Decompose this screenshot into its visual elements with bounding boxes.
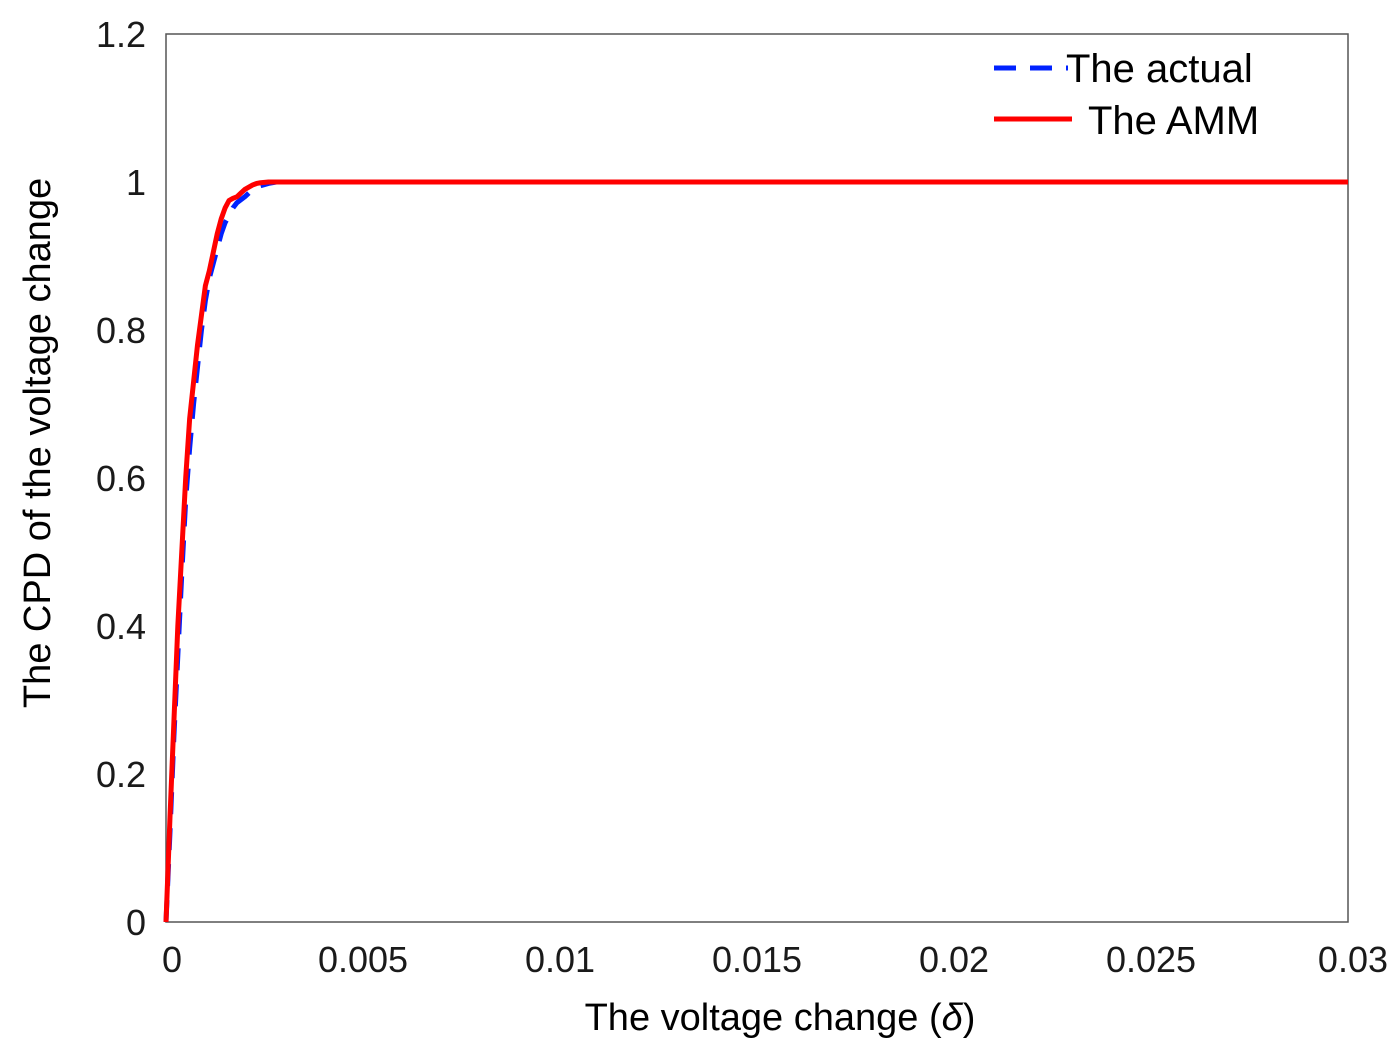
series-lines (163, 179, 1348, 923)
series-line-actual (163, 179, 1348, 923)
y-tick-label: 1 (126, 162, 146, 203)
y-axis-title: The CPD of the voltage change (17, 178, 59, 708)
series-line-amm (163, 179, 1348, 923)
x-axis-title: The voltage change (δ) (585, 997, 976, 1039)
legend: The actual The AMM (994, 47, 1259, 143)
x-tick-label: 0.02 (919, 939, 989, 980)
x-tick-label: 0.03 (1318, 939, 1388, 980)
x-tick-label: 0.025 (1106, 939, 1196, 980)
y-tick-label: 0.8 (96, 310, 146, 351)
y-tick-label: 0.2 (96, 754, 146, 795)
x-tick-label: 0 (162, 939, 182, 980)
y-tick-label: 1.2 (96, 14, 146, 55)
y-axis-tick-labels: 0 0.2 0.4 0.6 0.8 1 1.2 (96, 14, 146, 943)
y-tick-label: 0.4 (96, 606, 146, 647)
legend-label-amm: The AMM (1088, 99, 1259, 143)
x-tick-label: 0.01 (525, 939, 595, 980)
plot-area-frame (165, 33, 1349, 923)
legend-label-actual: The actual (1066, 47, 1253, 91)
x-tick-label: 0.005 (318, 939, 408, 980)
x-tick-label: 0.015 (712, 939, 802, 980)
y-tick-label: 0.6 (96, 458, 146, 499)
x-axis-title-symbol: δ (942, 997, 964, 1039)
x-axis-tick-labels: 0 0.005 0.01 0.015 0.02 0.025 0.03 (162, 939, 1388, 980)
y-tick-label: 0 (126, 902, 146, 943)
